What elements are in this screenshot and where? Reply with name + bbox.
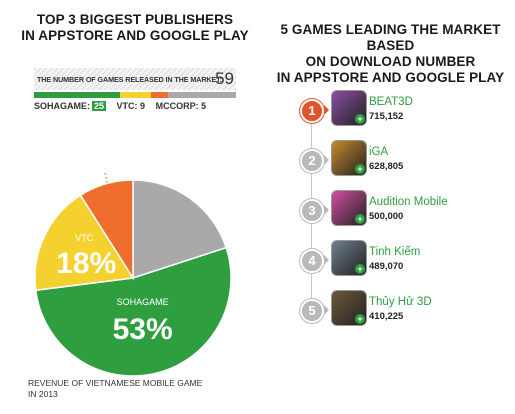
game-downloads: 500,000 xyxy=(369,211,404,222)
plus-icon: + xyxy=(355,114,365,124)
pie-label-vtc: VTC xyxy=(75,233,94,243)
game-name: Tinh Kiếm xyxy=(369,246,421,258)
pie-label-mccorp: MC CORP xyxy=(84,127,127,137)
pie-slice-mc-corp xyxy=(79,179,134,281)
mccorp-leader-line xyxy=(104,172,113,208)
pie-value-mccorp: 9% xyxy=(83,142,126,175)
game-downloads: 628,805 xyxy=(369,161,404,172)
rank-badge: 4 xyxy=(300,249,324,273)
games-title: 5 GAMES LEADING THE MARKET BASED ON DOWN… xyxy=(268,22,513,86)
game-name: Audition Mobile xyxy=(369,196,448,208)
released-box-background xyxy=(34,68,236,90)
publisher-legend: SOHAGAME: 25 VTC: 9 MCCORP: 5 xyxy=(34,101,214,111)
rank-arrow-icon xyxy=(324,205,329,215)
thuy-hu-3d-game-icon xyxy=(331,290,367,326)
games-title-line3: IN APPSTORE AND GOOGLE PLAY xyxy=(276,70,505,85)
rank-arrow-icon xyxy=(324,305,329,315)
legend-name-vtc: VTC: xyxy=(116,101,138,111)
pie-slice-other xyxy=(132,179,228,280)
legend-name-sohagame: SOHAGAME: xyxy=(34,101,90,111)
pie-value-sohagame: 53% xyxy=(113,313,173,346)
legend-name-mccorp: MCCORP: xyxy=(155,101,199,111)
game-name: BEAT3D xyxy=(369,96,413,108)
pie-slice-sohagame xyxy=(34,246,232,377)
game-name: Thủy Hử 3D xyxy=(369,296,432,308)
rank-badge: 5 xyxy=(300,299,324,323)
share-segment-vtc xyxy=(120,92,151,98)
pie-value-vtc: 18% xyxy=(56,247,116,280)
rank-badge: 1 xyxy=(300,99,324,123)
publishers-title: TOP 3 BIGGEST PUBLISHERS IN APPSTORE AND… xyxy=(10,12,260,44)
share-segment-other xyxy=(168,92,236,98)
rank-badge: 2 xyxy=(300,149,324,173)
pie-caption: REVENUE OF VIETNAMESE MOBILE GAME IN 201… xyxy=(28,378,238,400)
legend-value-sohagame: 25 xyxy=(92,101,107,111)
games-released-label: THE NUMBER OF GAMES RELEASED IN THE MARK… xyxy=(37,75,222,84)
rank-arrow-icon xyxy=(324,105,329,115)
game-name: iGA xyxy=(369,146,389,158)
rank-badge: 3 xyxy=(300,199,324,223)
rank-arrow-icon xyxy=(324,255,329,265)
game-downloads: 410,225 xyxy=(369,311,404,322)
legend-value-vtc: 9 xyxy=(140,101,146,111)
plus-icon: + xyxy=(355,164,365,174)
pie-caption-line2: IN 2013 xyxy=(28,389,58,399)
pie-label-sohagame: SOHAGAME xyxy=(117,297,169,307)
plus-icon: + xyxy=(355,314,365,324)
share-segment-sohagame xyxy=(34,92,120,98)
plus-icon: + xyxy=(355,214,365,224)
plus-icon: + xyxy=(355,264,365,274)
legend-item-vtc: VTC: 9 xyxy=(117,101,146,111)
legend-item-mccorp: MCCORP: 5 xyxy=(156,101,207,111)
games-title-line2: ON DOWNLOAD NUMBER xyxy=(305,54,476,69)
games-title-line1: 5 GAMES LEADING THE MARKET BASED xyxy=(280,22,501,53)
share-segment-mccorp xyxy=(151,92,168,98)
publishers-title-line2: IN APPSTORE AND GOOGLE PLAY xyxy=(21,28,249,43)
legend-value-mccorp: 5 xyxy=(201,101,207,111)
legend-item-sohagame: SOHAGAME: 25 xyxy=(34,101,107,111)
pie-caption-line1: REVENUE OF VIETNAMESE MOBILE GAME xyxy=(28,378,203,388)
rank-arrow-icon xyxy=(324,155,329,165)
games-released-box: THE NUMBER OF GAMES RELEASED IN THE MARK… xyxy=(34,68,236,90)
game-downloads: 489,070 xyxy=(369,261,404,272)
publishers-title-line1: TOP 3 BIGGEST PUBLISHERS xyxy=(36,12,234,27)
game-downloads: 715,152 xyxy=(369,111,404,122)
pie-slice-vtc xyxy=(34,194,135,292)
publisher-share-bar xyxy=(34,92,236,98)
games-released-value: 59 xyxy=(215,69,234,88)
